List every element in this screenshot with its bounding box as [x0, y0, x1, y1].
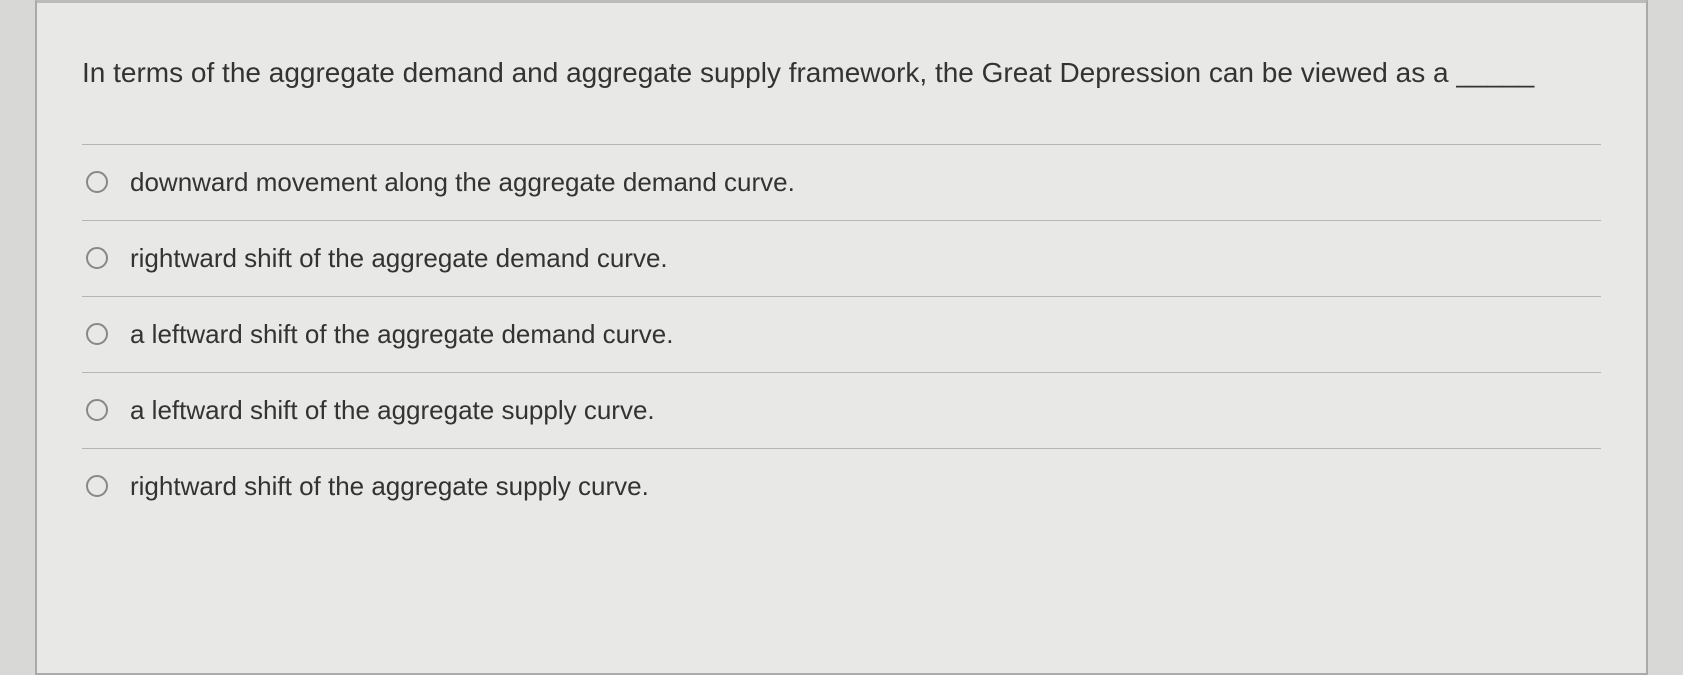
radio-icon[interactable] [86, 475, 108, 497]
option-row[interactable]: a leftward shift of the aggregate demand… [82, 296, 1601, 372]
option-label: a leftward shift of the aggregate demand… [130, 319, 673, 350]
question-card: In terms of the aggregate demand and agg… [35, 0, 1648, 675]
content-area: In terms of the aggregate demand and agg… [37, 1, 1646, 554]
question-text: In terms of the aggregate demand and agg… [82, 51, 1601, 96]
option-row[interactable]: a leftward shift of the aggregate supply… [82, 372, 1601, 448]
radio-icon[interactable] [86, 399, 108, 421]
option-row[interactable]: downward movement along the aggregate de… [82, 144, 1601, 220]
top-divider [37, 1, 1646, 3]
options-list: downward movement along the aggregate de… [82, 144, 1601, 524]
radio-icon[interactable] [86, 323, 108, 345]
option-label: rightward shift of the aggregate demand … [130, 243, 668, 274]
option-label: rightward shift of the aggregate supply … [130, 471, 649, 502]
option-label: a leftward shift of the aggregate supply… [130, 395, 655, 426]
option-row[interactable]: rightward shift of the aggregate demand … [82, 220, 1601, 296]
option-row[interactable]: rightward shift of the aggregate supply … [82, 448, 1601, 524]
radio-icon[interactable] [86, 171, 108, 193]
option-label: downward movement along the aggregate de… [130, 167, 795, 198]
radio-icon[interactable] [86, 247, 108, 269]
